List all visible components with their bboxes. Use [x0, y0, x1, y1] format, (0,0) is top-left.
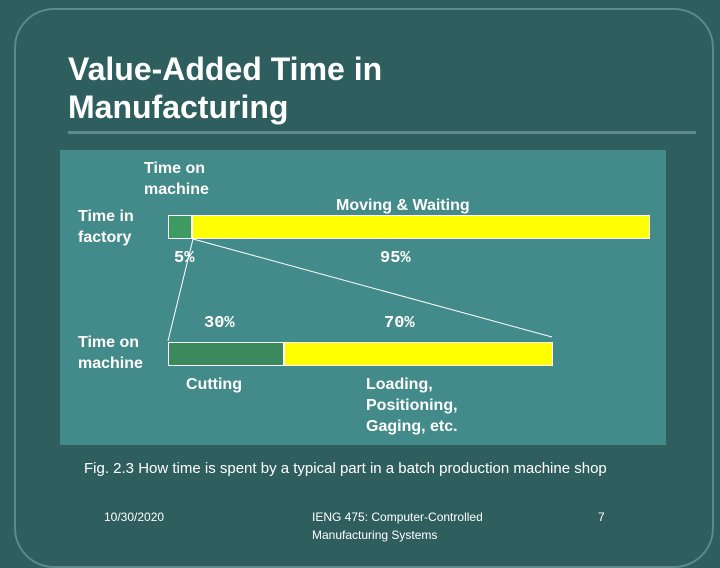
cutting-segment [168, 342, 284, 366]
moving-waiting-header: Moving & Waiting [336, 197, 470, 214]
title-line-2: Manufacturing [68, 89, 289, 125]
slide-title: Value-Added Time in Manufacturing [68, 50, 628, 126]
bottom-left-percent: 30% [204, 314, 235, 333]
cutting-label: Cutting [186, 376, 242, 393]
moving-waiting-segment [192, 215, 650, 239]
footer-course: IENG 475: Computer-Controlled Manufactur… [312, 510, 483, 542]
projection-line-left [167, 238, 194, 342]
top-right-percent: 95% [380, 249, 411, 268]
time-in-factory-label: Time in factory [78, 208, 134, 246]
time-on-machine-label: Time on machine [78, 334, 143, 372]
title-line-1: Value-Added Time in [68, 51, 383, 87]
footer-date: 10/30/2020 [104, 510, 165, 524]
machine-time-segment [168, 215, 192, 239]
projection-lines [167, 238, 553, 342]
figure-caption: Fig. 2.3 How time is spent by a typical … [84, 460, 607, 477]
projection-line-right [192, 238, 553, 338]
diagram-panel [60, 150, 666, 445]
bottom-right-percent: 70% [384, 314, 415, 333]
time-on-machine-header: Time on machine [144, 160, 209, 198]
loading-positioning-gaging-label: Loading, Positioning, Gaging, etc. [366, 376, 458, 435]
footer-page-number: 7 [598, 510, 605, 524]
loading-segment [284, 342, 553, 366]
title-divider [68, 131, 696, 134]
